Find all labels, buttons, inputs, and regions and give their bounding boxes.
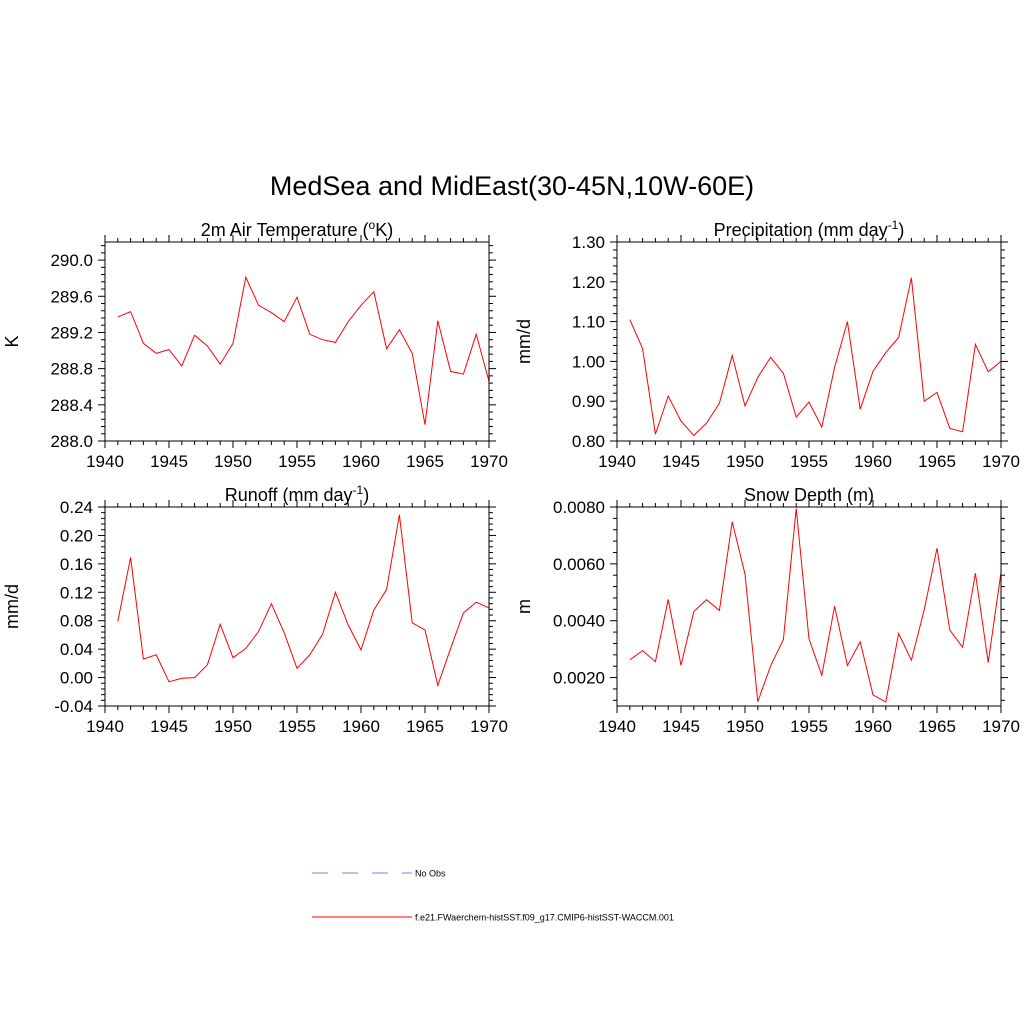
panel-title-snow-depth: Snow Depth (m) [744, 485, 874, 505]
y-axis-label-precipitation: mm/d [514, 319, 534, 364]
x-tick-label: 1945 [150, 452, 188, 471]
y-tick-label: 0.80 [572, 432, 605, 451]
panel-precipitation: Precipitation (mm day-1) mm/d 1940 1945 1950… [514, 218, 1020, 471]
x-tick-label: 1965 [918, 717, 956, 736]
y-tick-label: 0.00 [60, 669, 93, 688]
x-tick-label: 1950 [214, 717, 252, 736]
panel-title-precipitation: Precipitation (mm day-1) [714, 218, 905, 240]
series-line-precipitation [629, 277, 1001, 437]
plot-frame-air-temperature [104, 241, 490, 442]
x-tick-label: 1965 [406, 452, 444, 471]
x-tick-label: 1950 [214, 452, 252, 471]
y-tick-label: 0.0060 [553, 555, 605, 574]
y-tick-label: 0.04 [60, 640, 93, 659]
x-tick-label: 1960 [342, 717, 380, 736]
x-tick-label: 1945 [662, 452, 700, 471]
x-tick-label: 1955 [790, 717, 828, 736]
x-tick-label: 1970 [982, 717, 1020, 736]
x-tick-label: 1940 [86, 717, 124, 736]
x-tick-label: 1970 [470, 452, 508, 471]
y-tick-label: 288.4 [50, 396, 93, 415]
y-tick-label: 0.12 [60, 583, 93, 602]
y-tick-label: 0.90 [572, 392, 605, 411]
panel-air-temperature: 2m Air Temperature (oK) K 1940 1945 1950 1955… [2, 218, 508, 471]
x-tick-label: 1940 [86, 452, 124, 471]
x-tick-label: 1970 [470, 717, 508, 736]
y-tick-label: 0.0020 [553, 669, 605, 688]
legend: No Obs f.e21.FWaerchem-histSST.f09_g17.C… [312, 869, 674, 923]
y-tick-label: 0.0080 [553, 498, 605, 517]
figure-title: MedSea and MidEast(30-45N,10W-60E) [270, 171, 754, 201]
y-axis-label-air-temperature: K [2, 335, 22, 347]
series-line-snow-depth [629, 508, 1001, 703]
legend-label-model: f.e21.FWaerchem-histSST.f09_g17.CMIP6-hi… [415, 913, 674, 923]
x-tick-label: 1955 [278, 452, 316, 471]
chart-panels: 2m Air Temperature (oK) K 1940 1945 1950 1955… [2, 218, 1020, 736]
panel-snow-depth: Snow Depth (m) m 1940 1945 1950 1955 1960 1965 1… [514, 485, 1020, 736]
y-tick-label: 1.30 [572, 233, 605, 252]
y-tick-label: -0.04 [54, 697, 93, 716]
x-tick-label: 1945 [662, 717, 700, 736]
legend-label-obs: No Obs [415, 869, 446, 879]
y-axis-label-snow-depth: m [514, 599, 534, 614]
y-tick-label: 290.0 [50, 251, 93, 270]
x-tick-label: 1960 [854, 717, 892, 736]
panel-title-air-temperature: 2m Air Temperature (oK) [201, 218, 393, 240]
plot-frame-snow-depth [616, 506, 1002, 707]
panel-title-runoff: Runoff (mm day-1) [225, 483, 369, 505]
x-tick-label: 1960 [342, 452, 380, 471]
x-tick-label: 1950 [726, 452, 764, 471]
y-tick-label: 0.20 [60, 526, 93, 545]
y-tick-label: 288.0 [50, 432, 93, 451]
y-tick-label: 1.00 [572, 352, 605, 371]
x-tick-label: 1950 [726, 717, 764, 736]
y-tick-label: 0.08 [60, 612, 93, 631]
x-tick-label: 1955 [278, 717, 316, 736]
plot-frame-runoff [104, 506, 490, 707]
y-tick-label: 289.2 [50, 323, 93, 342]
y-tick-label: 288.8 [50, 360, 93, 379]
plot-frame-precipitation [616, 241, 1002, 442]
x-tick-label: 1960 [854, 452, 892, 471]
y-tick-label: 0.0040 [553, 612, 605, 631]
x-tick-label: 1945 [150, 717, 188, 736]
y-tick-label: 289.6 [50, 287, 93, 306]
x-tick-label: 1965 [918, 452, 956, 471]
x-tick-label: 1965 [406, 717, 444, 736]
x-tick-label: 1940 [598, 717, 636, 736]
y-tick-label: 0.16 [60, 555, 93, 574]
y-axis-label-runoff: mm/d [2, 584, 22, 629]
series-line-runoff [117, 514, 489, 688]
x-tick-label: 1970 [982, 452, 1020, 471]
y-tick-label: 1.10 [572, 313, 605, 332]
panel-runoff: Runoff (mm day-1) mm/d 1940 1945 1950 1955 196… [2, 483, 508, 736]
y-tick-label: 0.24 [60, 498, 93, 517]
x-tick-label: 1955 [790, 452, 828, 471]
series-line-air-temperature [117, 275, 489, 425]
x-tick-label: 1940 [598, 452, 636, 471]
y-tick-label: 1.20 [572, 273, 605, 292]
